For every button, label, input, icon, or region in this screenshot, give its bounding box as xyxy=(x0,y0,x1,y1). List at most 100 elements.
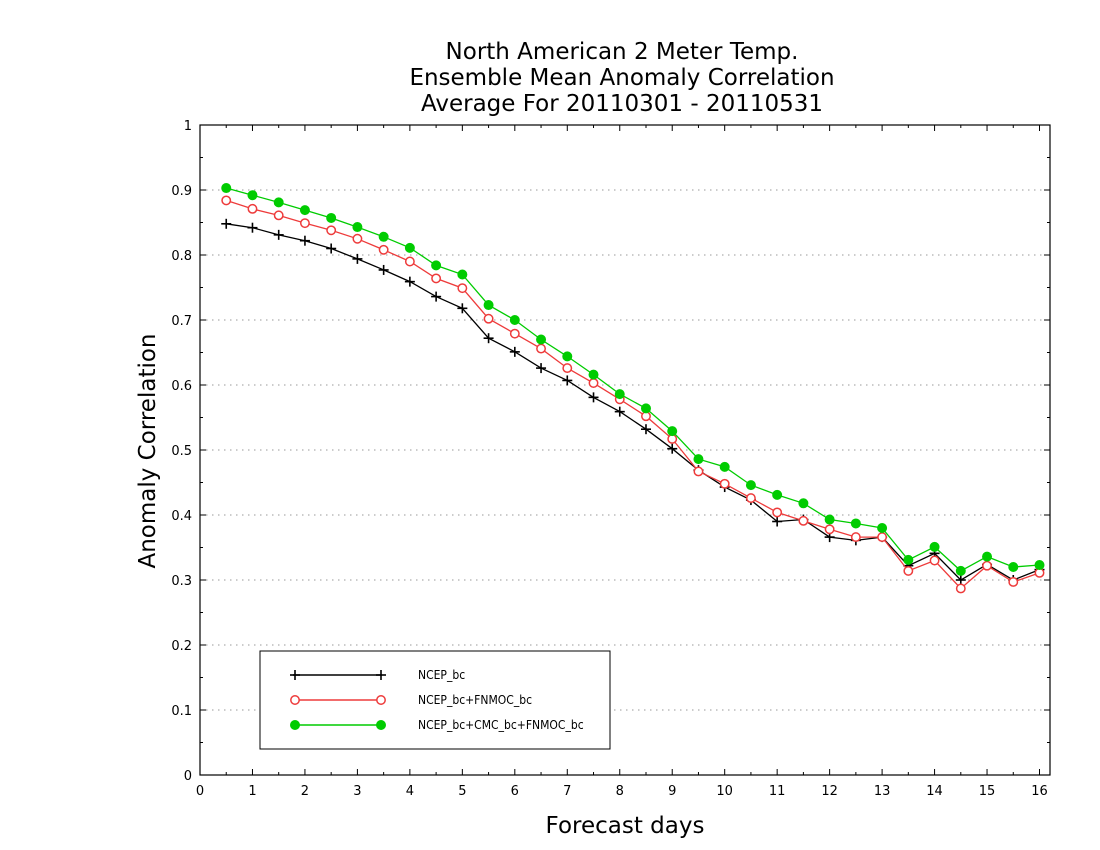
x-tick-label: 2 xyxy=(301,784,309,799)
data-point xyxy=(378,231,389,242)
data-point xyxy=(772,489,783,500)
data-point xyxy=(431,273,442,284)
data-point xyxy=(326,212,337,223)
series-3 xyxy=(221,183,1045,576)
y-tick-label: 0 xyxy=(184,769,192,784)
data-point xyxy=(562,375,573,386)
chart-legend: NCEP_bc NCEP_bc+FNMOC_bc NCEP_bc+CMC_bc+FN… xyxy=(259,650,611,750)
data-point xyxy=(1008,577,1019,587)
x-tick-label: 6 xyxy=(511,784,519,799)
series-lines xyxy=(221,183,1045,594)
x-tick-label: 5 xyxy=(458,784,466,799)
data-point xyxy=(929,555,940,566)
data-point xyxy=(326,243,337,254)
data-point xyxy=(483,313,494,324)
data-point xyxy=(221,218,232,229)
legend-marker xyxy=(376,670,386,680)
data-point xyxy=(483,333,494,344)
data-point xyxy=(509,315,520,325)
data-point xyxy=(955,565,966,576)
y-axis-ticks: 0 0.1 0.2 0.3 0.4 0.5 0.6 0.7 0.8 0.9 1 xyxy=(171,119,1050,784)
data-point xyxy=(404,276,415,287)
y-axis-title: Anomaly Correlation xyxy=(135,333,161,568)
y-tick-label: 1 xyxy=(184,119,192,134)
data-point xyxy=(640,424,651,435)
data-point xyxy=(877,532,888,543)
data-point xyxy=(509,328,520,339)
data-point xyxy=(955,575,966,585)
legend-marker xyxy=(290,695,300,705)
chart-title: North American 2 Meter Temp. Ensemble Me… xyxy=(409,39,834,117)
series-2 xyxy=(221,195,1045,594)
x-tick-label: 4 xyxy=(406,784,414,799)
data-point xyxy=(352,233,363,244)
data-point xyxy=(299,218,310,229)
data-point xyxy=(299,205,310,216)
legend-marker xyxy=(290,720,300,730)
data-point xyxy=(221,183,232,194)
data-point xyxy=(614,406,625,417)
gridlines xyxy=(200,124,1050,711)
data-point xyxy=(1008,562,1019,572)
x-axis-title: Forecast days xyxy=(546,813,705,839)
x-tick-label: 14 xyxy=(926,784,943,799)
x-tick-label: 10 xyxy=(716,784,733,799)
legend-marker xyxy=(376,720,386,730)
data-point xyxy=(982,551,993,562)
data-point xyxy=(221,195,232,206)
data-point xyxy=(431,260,442,271)
legend-label: NCEP_bc xyxy=(418,668,465,682)
data-point xyxy=(614,389,625,400)
data-point xyxy=(247,203,258,214)
data-point xyxy=(378,264,389,275)
chart-title-line-3: Average For 20110301 - 20110531 xyxy=(421,91,823,117)
legend-entry-2: NCEP_bc+FNMOC_bc xyxy=(290,693,532,707)
data-point xyxy=(326,225,337,236)
chart-title-line-1: North American 2 Meter Temp. xyxy=(446,39,799,65)
x-tick-label: 11 xyxy=(769,784,786,799)
data-point xyxy=(457,303,468,314)
data-point xyxy=(719,461,730,472)
legend-entry-3: NCEP_bc+CMC_bc+FNMOC_bc xyxy=(290,718,584,732)
data-point xyxy=(955,583,966,594)
chart-title-line-2: Ensemble Mean Anomaly Correlation xyxy=(409,65,834,91)
x-tick-label: 1 xyxy=(248,784,256,799)
legend-label: NCEP_bc+CMC_bc+FNMOC_bc xyxy=(418,718,584,732)
y-tick-label: 0.7 xyxy=(171,314,192,329)
data-point xyxy=(273,229,284,240)
data-point xyxy=(903,554,914,565)
data-point xyxy=(457,269,468,280)
data-point xyxy=(588,378,599,388)
x-tick-label: 9 xyxy=(668,784,676,799)
y-tick-label: 0.3 xyxy=(171,574,192,589)
data-point xyxy=(509,346,520,357)
x-tick-label: 12 xyxy=(821,784,838,799)
data-point xyxy=(352,253,363,264)
data-point xyxy=(483,300,494,311)
y-tick-label: 0.2 xyxy=(171,639,192,654)
data-point xyxy=(903,565,914,576)
legend-marker xyxy=(376,695,386,705)
data-point xyxy=(404,242,415,253)
y-tick-label: 0.1 xyxy=(171,704,192,719)
data-point xyxy=(745,493,756,504)
data-point xyxy=(745,480,756,491)
series-line xyxy=(226,199,1040,590)
data-point xyxy=(667,426,678,437)
data-point xyxy=(299,235,310,246)
data-point xyxy=(640,403,651,414)
y-tick-label: 0.5 xyxy=(171,444,192,459)
data-point xyxy=(588,369,599,380)
data-point xyxy=(536,334,547,345)
data-point xyxy=(404,256,415,267)
data-point xyxy=(798,515,809,526)
legend-label: NCEP_bc+FNMOC_bc xyxy=(418,693,532,707)
data-point xyxy=(273,210,284,221)
data-point xyxy=(693,454,704,465)
data-point xyxy=(457,283,468,294)
legend-marker xyxy=(290,670,300,680)
x-tick-label: 0 xyxy=(196,784,204,799)
data-point xyxy=(850,532,861,543)
x-tick-label: 13 xyxy=(874,784,891,799)
